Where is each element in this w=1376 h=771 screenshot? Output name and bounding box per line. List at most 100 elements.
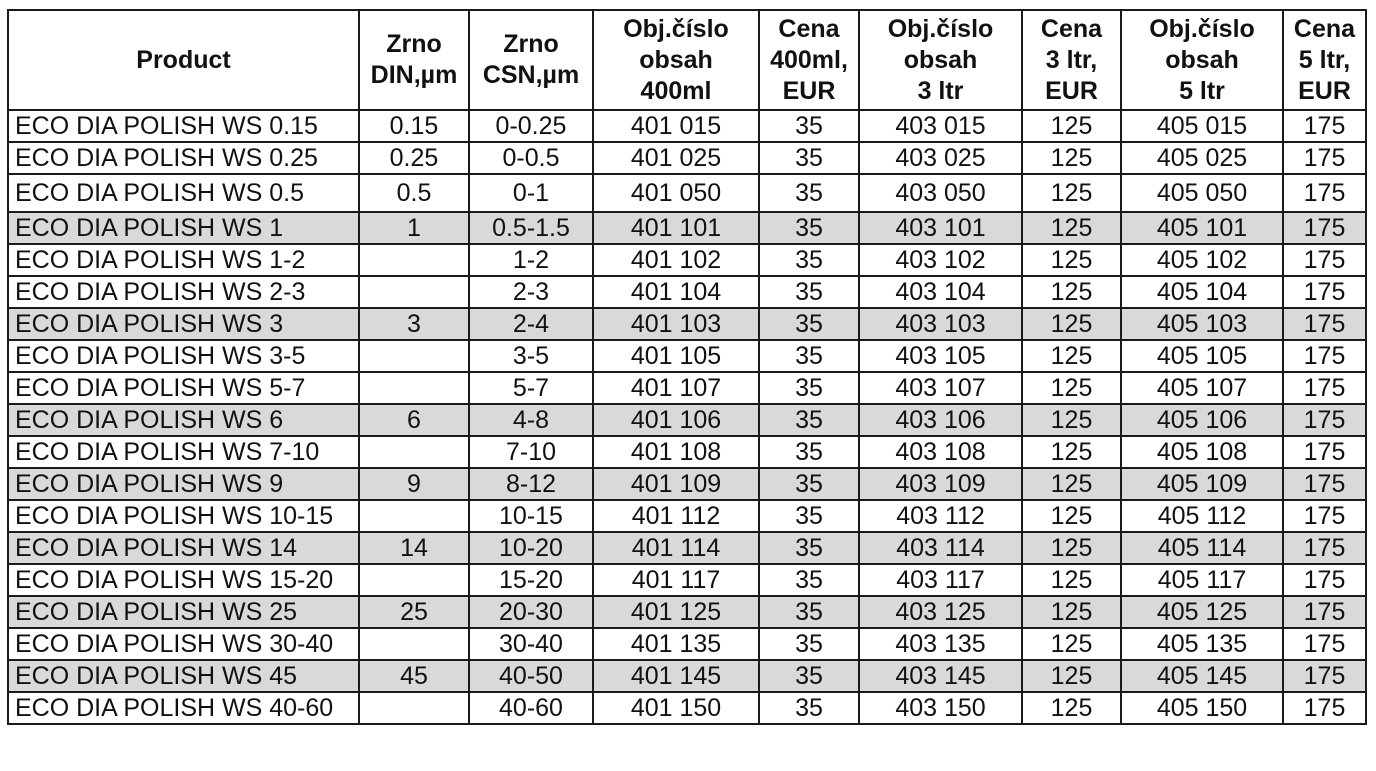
table-row: ECO DIA POLISH WS 0.25 0.25 0-0.5 401 025 35… bbox=[7, 141, 1367, 175]
cell-cena-5ltr: 175 bbox=[1282, 211, 1367, 245]
cell-cena-5ltr: 175 bbox=[1282, 435, 1367, 469]
table-row: ECO DIA POLISH WS 9 9 8-12 401 109 35 403 109… bbox=[7, 467, 1367, 501]
cell-cena-5ltr: 175 bbox=[1282, 659, 1367, 693]
column-header-line: Obj.číslo bbox=[887, 14, 994, 43]
cell-zrno-din: 0.15 bbox=[358, 109, 470, 143]
cell-zrno-din: 6 bbox=[358, 403, 470, 437]
cell-zrno-csn: 5-7 bbox=[468, 371, 594, 405]
cell-obj-cislo-5ltr: 405 102 bbox=[1120, 243, 1284, 277]
cell-cena-3ltr: 125 bbox=[1021, 403, 1122, 437]
cell-obj-cislo-5ltr: 405 135 bbox=[1120, 627, 1284, 661]
cell-cena-400ml: 35 bbox=[758, 563, 860, 597]
cell-obj-cislo-5ltr: 405 112 bbox=[1120, 499, 1284, 533]
cell-obj-cislo-5ltr: 405 103 bbox=[1120, 307, 1284, 341]
cell-cena-400ml: 35 bbox=[758, 499, 860, 533]
cell-obj-cislo-3ltr: 403 125 bbox=[858, 595, 1023, 629]
cell-zrno-din bbox=[358, 339, 470, 373]
column-header-line: Cena bbox=[778, 14, 840, 43]
cell-product: ECO DIA POLISH WS 3 bbox=[7, 307, 360, 341]
column-header-line: 5 ltr bbox=[1179, 76, 1225, 105]
cell-obj-cislo-5ltr: 405 125 bbox=[1120, 595, 1284, 629]
cell-cena-400ml: 35 bbox=[758, 211, 860, 245]
cell-zrno-din: 45 bbox=[358, 659, 470, 693]
column-header-line: Zrno bbox=[386, 30, 442, 58]
cell-product: ECO DIA POLISH WS 7-10 bbox=[7, 435, 360, 469]
cell-zrno-din: 9 bbox=[358, 467, 470, 501]
cell-cena-3ltr: 125 bbox=[1021, 211, 1122, 245]
column-header-line: 400ml bbox=[640, 76, 712, 105]
cell-zrno-csn: 2-4 bbox=[468, 307, 594, 341]
cell-obj-cislo-3ltr: 403 109 bbox=[858, 467, 1023, 501]
cell-obj-cislo-3ltr: 403 150 bbox=[858, 691, 1023, 725]
cell-obj-cislo-400ml: 401 025 bbox=[592, 141, 760, 175]
cell-zrno-din: 25 bbox=[358, 595, 470, 629]
column-header-line: EUR bbox=[1298, 76, 1351, 105]
cell-product: ECO DIA POLISH WS 14 bbox=[7, 531, 360, 565]
cell-cena-3ltr: 125 bbox=[1021, 435, 1122, 469]
cell-product: ECO DIA POLISH WS 40-60 bbox=[7, 691, 360, 725]
cell-zrno-csn: 30-40 bbox=[468, 627, 594, 661]
table-row: ECO DIA POLISH WS 45 45 40-50 401 145 35 403 … bbox=[7, 659, 1367, 693]
cell-cena-3ltr: 125 bbox=[1021, 339, 1122, 373]
cell-zrno-csn: 4-8 bbox=[468, 403, 594, 437]
cell-zrno-din bbox=[358, 275, 470, 309]
cell-obj-cislo-400ml: 401 050 bbox=[592, 173, 760, 213]
table-row: ECO DIA POLISH WS 25 25 20-30 401 125 35 403 … bbox=[7, 595, 1367, 629]
cell-cena-3ltr: 125 bbox=[1021, 109, 1122, 143]
cell-cena-5ltr: 175 bbox=[1282, 403, 1367, 437]
cell-cena-3ltr: 125 bbox=[1021, 595, 1122, 629]
cell-obj-cislo-400ml: 401 117 bbox=[592, 563, 760, 597]
cell-obj-cislo-5ltr: 405 150 bbox=[1120, 691, 1284, 725]
cell-obj-cislo-5ltr: 405 106 bbox=[1120, 403, 1284, 437]
cell-cena-3ltr: 125 bbox=[1021, 691, 1122, 725]
cell-zrno-csn: 3-5 bbox=[468, 339, 594, 373]
cell-zrno-din bbox=[358, 243, 470, 277]
cell-product: ECO DIA POLISH WS 1-2 bbox=[7, 243, 360, 277]
cell-cena-400ml: 35 bbox=[758, 173, 860, 213]
cell-cena-5ltr: 175 bbox=[1282, 173, 1367, 213]
cell-cena-400ml: 35 bbox=[758, 243, 860, 277]
cell-zrno-csn: 0-1 bbox=[468, 173, 594, 213]
cell-obj-cislo-5ltr: 405 117 bbox=[1120, 563, 1284, 597]
table-row: ECO DIA POLISH WS 0.5 0.5 0-1 401 050 35 403 … bbox=[7, 173, 1367, 213]
cell-product: ECO DIA POLISH WS 6 bbox=[7, 403, 360, 437]
cell-product: ECO DIA POLISH WS 15-20 bbox=[7, 563, 360, 597]
table-row: ECO DIA POLISH WS 5-7 5-7 401 107 35 403 107… bbox=[7, 371, 1367, 405]
cell-cena-5ltr: 175 bbox=[1282, 499, 1367, 533]
cell-obj-cislo-5ltr: 405 104 bbox=[1120, 275, 1284, 309]
cell-cena-400ml: 35 bbox=[758, 531, 860, 565]
cell-zrno-din: 3 bbox=[358, 307, 470, 341]
header-row: Product Zrno DIN,µm Zrno CSN,µm Obj.číslo obsa… bbox=[7, 9, 1367, 111]
cell-product: ECO DIA POLISH WS 45 bbox=[7, 659, 360, 693]
cell-obj-cislo-3ltr: 403 015 bbox=[858, 109, 1023, 143]
cell-cena-400ml: 35 bbox=[758, 275, 860, 309]
cell-obj-cislo-3ltr: 403 105 bbox=[858, 339, 1023, 373]
cell-cena-3ltr: 125 bbox=[1021, 659, 1122, 693]
cell-cena-3ltr: 125 bbox=[1021, 307, 1122, 341]
cell-cena-5ltr: 175 bbox=[1282, 243, 1367, 277]
cell-obj-cislo-400ml: 401 145 bbox=[592, 659, 760, 693]
column-header-obj-cislo-3ltr: Obj.číslo obsah 3 ltr bbox=[858, 9, 1023, 111]
cell-obj-cislo-400ml: 401 104 bbox=[592, 275, 760, 309]
cell-product: ECO DIA POLISH WS 30-40 bbox=[7, 627, 360, 661]
cell-obj-cislo-400ml: 401 109 bbox=[592, 467, 760, 501]
column-header-line: 3 ltr bbox=[917, 76, 964, 105]
column-header-line: obsah bbox=[639, 45, 713, 74]
table-row: ECO DIA POLISH WS 14 14 10-20 401 114 35 403 … bbox=[7, 531, 1367, 565]
cell-zrno-csn: 0-0.5 bbox=[468, 141, 594, 175]
cell-cena-5ltr: 175 bbox=[1282, 691, 1367, 725]
cell-obj-cislo-5ltr: 405 105 bbox=[1120, 339, 1284, 373]
cell-product: ECO DIA POLISH WS 0.5 bbox=[7, 173, 360, 213]
cell-zrno-din: 0.5 bbox=[358, 173, 470, 213]
column-header-line: EUR bbox=[1045, 76, 1098, 105]
column-header-line: 3 ltr, bbox=[1045, 45, 1098, 74]
cell-cena-3ltr: 125 bbox=[1021, 141, 1122, 175]
cell-cena-3ltr: 125 bbox=[1021, 531, 1122, 565]
cell-obj-cislo-400ml: 401 112 bbox=[592, 499, 760, 533]
cell-cena-5ltr: 175 bbox=[1282, 371, 1367, 405]
cell-cena-5ltr: 175 bbox=[1282, 109, 1367, 143]
cell-cena-400ml: 35 bbox=[758, 659, 860, 693]
cell-cena-3ltr: 125 bbox=[1021, 243, 1122, 277]
table-row: ECO DIA POLISH WS 15-20 15-20 401 117 35 403… bbox=[7, 563, 1367, 597]
table-header: Product Zrno DIN,µm Zrno CSN,µm Obj.číslo obsa… bbox=[7, 9, 1367, 111]
